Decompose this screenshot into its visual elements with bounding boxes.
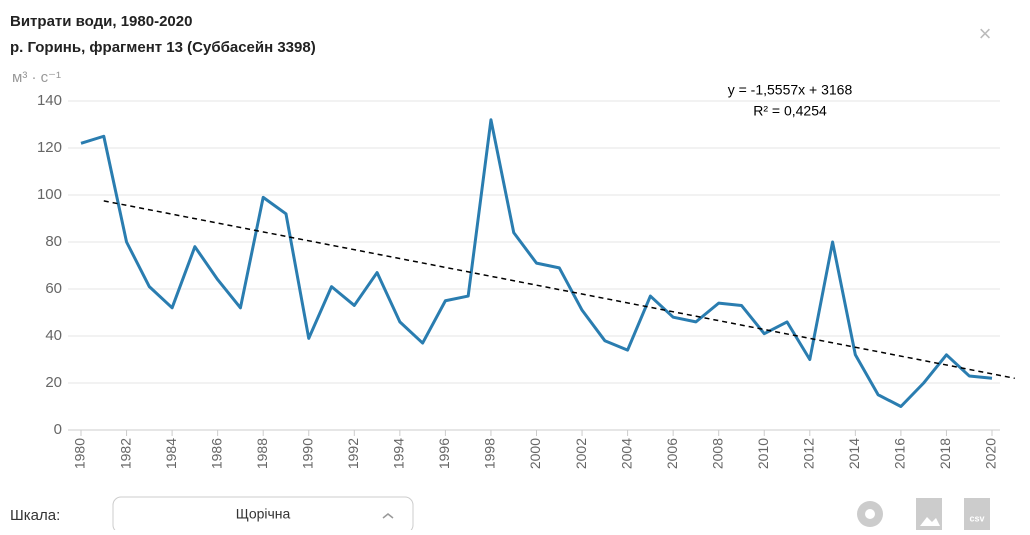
x-tick-label: 1984 bbox=[163, 438, 179, 469]
x-tick-label: 2002 bbox=[573, 438, 589, 469]
x-tick-label: 2020 bbox=[983, 438, 999, 469]
x-tick-label: 1990 bbox=[299, 438, 315, 469]
chart-subtitle: р. Горинь, фрагмент 13 (Суббасейн 3398) bbox=[10, 39, 316, 56]
csv-export-icon[interactable]: csv bbox=[964, 498, 990, 530]
x-tick-label: 2004 bbox=[618, 438, 634, 469]
x-tick-label: 2016 bbox=[892, 438, 908, 469]
y-tick-label: 140 bbox=[37, 92, 62, 109]
y-tick-label: 60 bbox=[45, 280, 62, 297]
csv-icon-label[interactable]: csv bbox=[969, 513, 984, 523]
x-tick-label: 2012 bbox=[801, 438, 817, 469]
settings-icon[interactable] bbox=[857, 501, 883, 527]
y-tick-label: 40 bbox=[45, 327, 62, 344]
x-tick-label: 1992 bbox=[345, 438, 361, 469]
gear-hole[interactable] bbox=[865, 509, 875, 519]
y-axis-label: м³ · с⁻¹ bbox=[12, 69, 61, 86]
x-tick-label: 1988 bbox=[254, 438, 270, 469]
y-tick-label: 0 bbox=[54, 421, 62, 438]
trend-line bbox=[103, 200, 1015, 380]
image-export-icon[interactable] bbox=[916, 498, 942, 530]
scale-dropdown[interactable]: Щорічна bbox=[112, 496, 414, 534]
y-tick-label: 120 bbox=[37, 139, 62, 156]
x-tick-label: 1980 bbox=[72, 438, 88, 469]
y-tick-label: 20 bbox=[45, 374, 62, 391]
x-tick-label: 2006 bbox=[664, 438, 680, 469]
dropdown-value[interactable]: Щорічна bbox=[236, 506, 291, 522]
y-tick-label: 80 bbox=[45, 233, 62, 250]
scale-label: Шкала: bbox=[10, 507, 60, 524]
x-tick-label: 2000 bbox=[527, 438, 543, 469]
chart-title: Витрати води, 1980-2020 bbox=[10, 13, 192, 30]
x-tick-label: 1996 bbox=[436, 438, 452, 469]
trend-r-squared: R² = 0,4254 bbox=[753, 103, 827, 119]
x-tick-label: 1986 bbox=[208, 438, 224, 469]
image-icon-glyph[interactable] bbox=[920, 517, 940, 526]
close-button[interactable]: × bbox=[979, 21, 992, 46]
trend-equation: y = -1,5557x + 3168 bbox=[728, 82, 853, 98]
dropdown-arrow[interactable] bbox=[382, 513, 394, 519]
x-tick-label: 1998 bbox=[482, 438, 498, 469]
x-tick-label: 2018 bbox=[937, 438, 953, 469]
x-tick-label: 2014 bbox=[846, 438, 862, 469]
csv-icon[interactable] bbox=[964, 498, 990, 530]
x-tick-label: 1994 bbox=[391, 438, 407, 469]
data-line bbox=[80, 118, 993, 408]
x-tick-label: 1982 bbox=[117, 438, 133, 469]
x-tick-label: 2008 bbox=[709, 438, 725, 469]
x-tick-label: 2010 bbox=[755, 438, 771, 469]
y-tick-label: 100 bbox=[37, 186, 62, 203]
